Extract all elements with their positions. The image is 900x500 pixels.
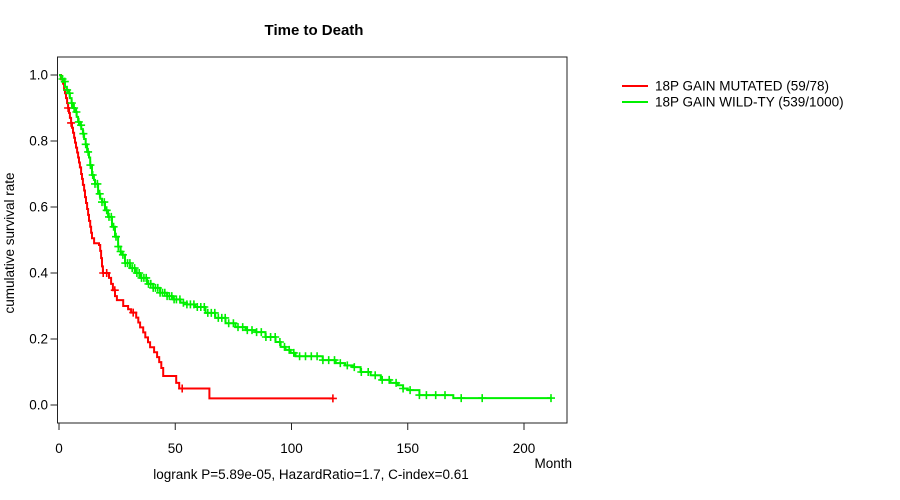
y-tick-label: 1.0 xyxy=(29,68,48,83)
x-axis-label: Month xyxy=(534,456,572,471)
chart-title: Time to Death xyxy=(265,22,364,39)
y-tick-label: 0.0 xyxy=(29,398,48,413)
censor-marks-mutated xyxy=(64,104,337,403)
x-tick-label: 150 xyxy=(396,441,419,456)
censor-marks-wildtype xyxy=(58,75,555,403)
plot-generated-layer: 0 50 100 150 200 0.0 0.2 0.4 0.6 0.8 1.0 xyxy=(29,56,568,456)
legend: 18P GAIN MUTATED (59/78) 18P GAIN WILD-T… xyxy=(622,79,844,110)
y-tick-label: 0.4 xyxy=(29,266,48,281)
x-tick-label: 50 xyxy=(168,441,183,456)
y-axis-label: cumulative survival rate xyxy=(2,172,17,313)
x-tick-label: 0 xyxy=(55,441,63,456)
x-tick-label: 200 xyxy=(513,441,536,456)
plot-frame xyxy=(57,56,568,424)
x-tick-label: 100 xyxy=(280,441,303,456)
y-tick-label: 0.6 xyxy=(29,200,48,215)
stats-caption: logrank P=5.89e-05, HazardRatio=1.7, C-i… xyxy=(153,467,469,482)
legend-label-wildtype: 18P GAIN WILD-TY (539/1000) xyxy=(655,95,844,110)
y-tick-label: 0.8 xyxy=(29,134,48,149)
y-tick-label: 0.2 xyxy=(29,332,48,347)
legend-label-mutated: 18P GAIN MUTATED (59/78) xyxy=(655,79,829,94)
survival-curve-wildtype xyxy=(59,74,551,400)
